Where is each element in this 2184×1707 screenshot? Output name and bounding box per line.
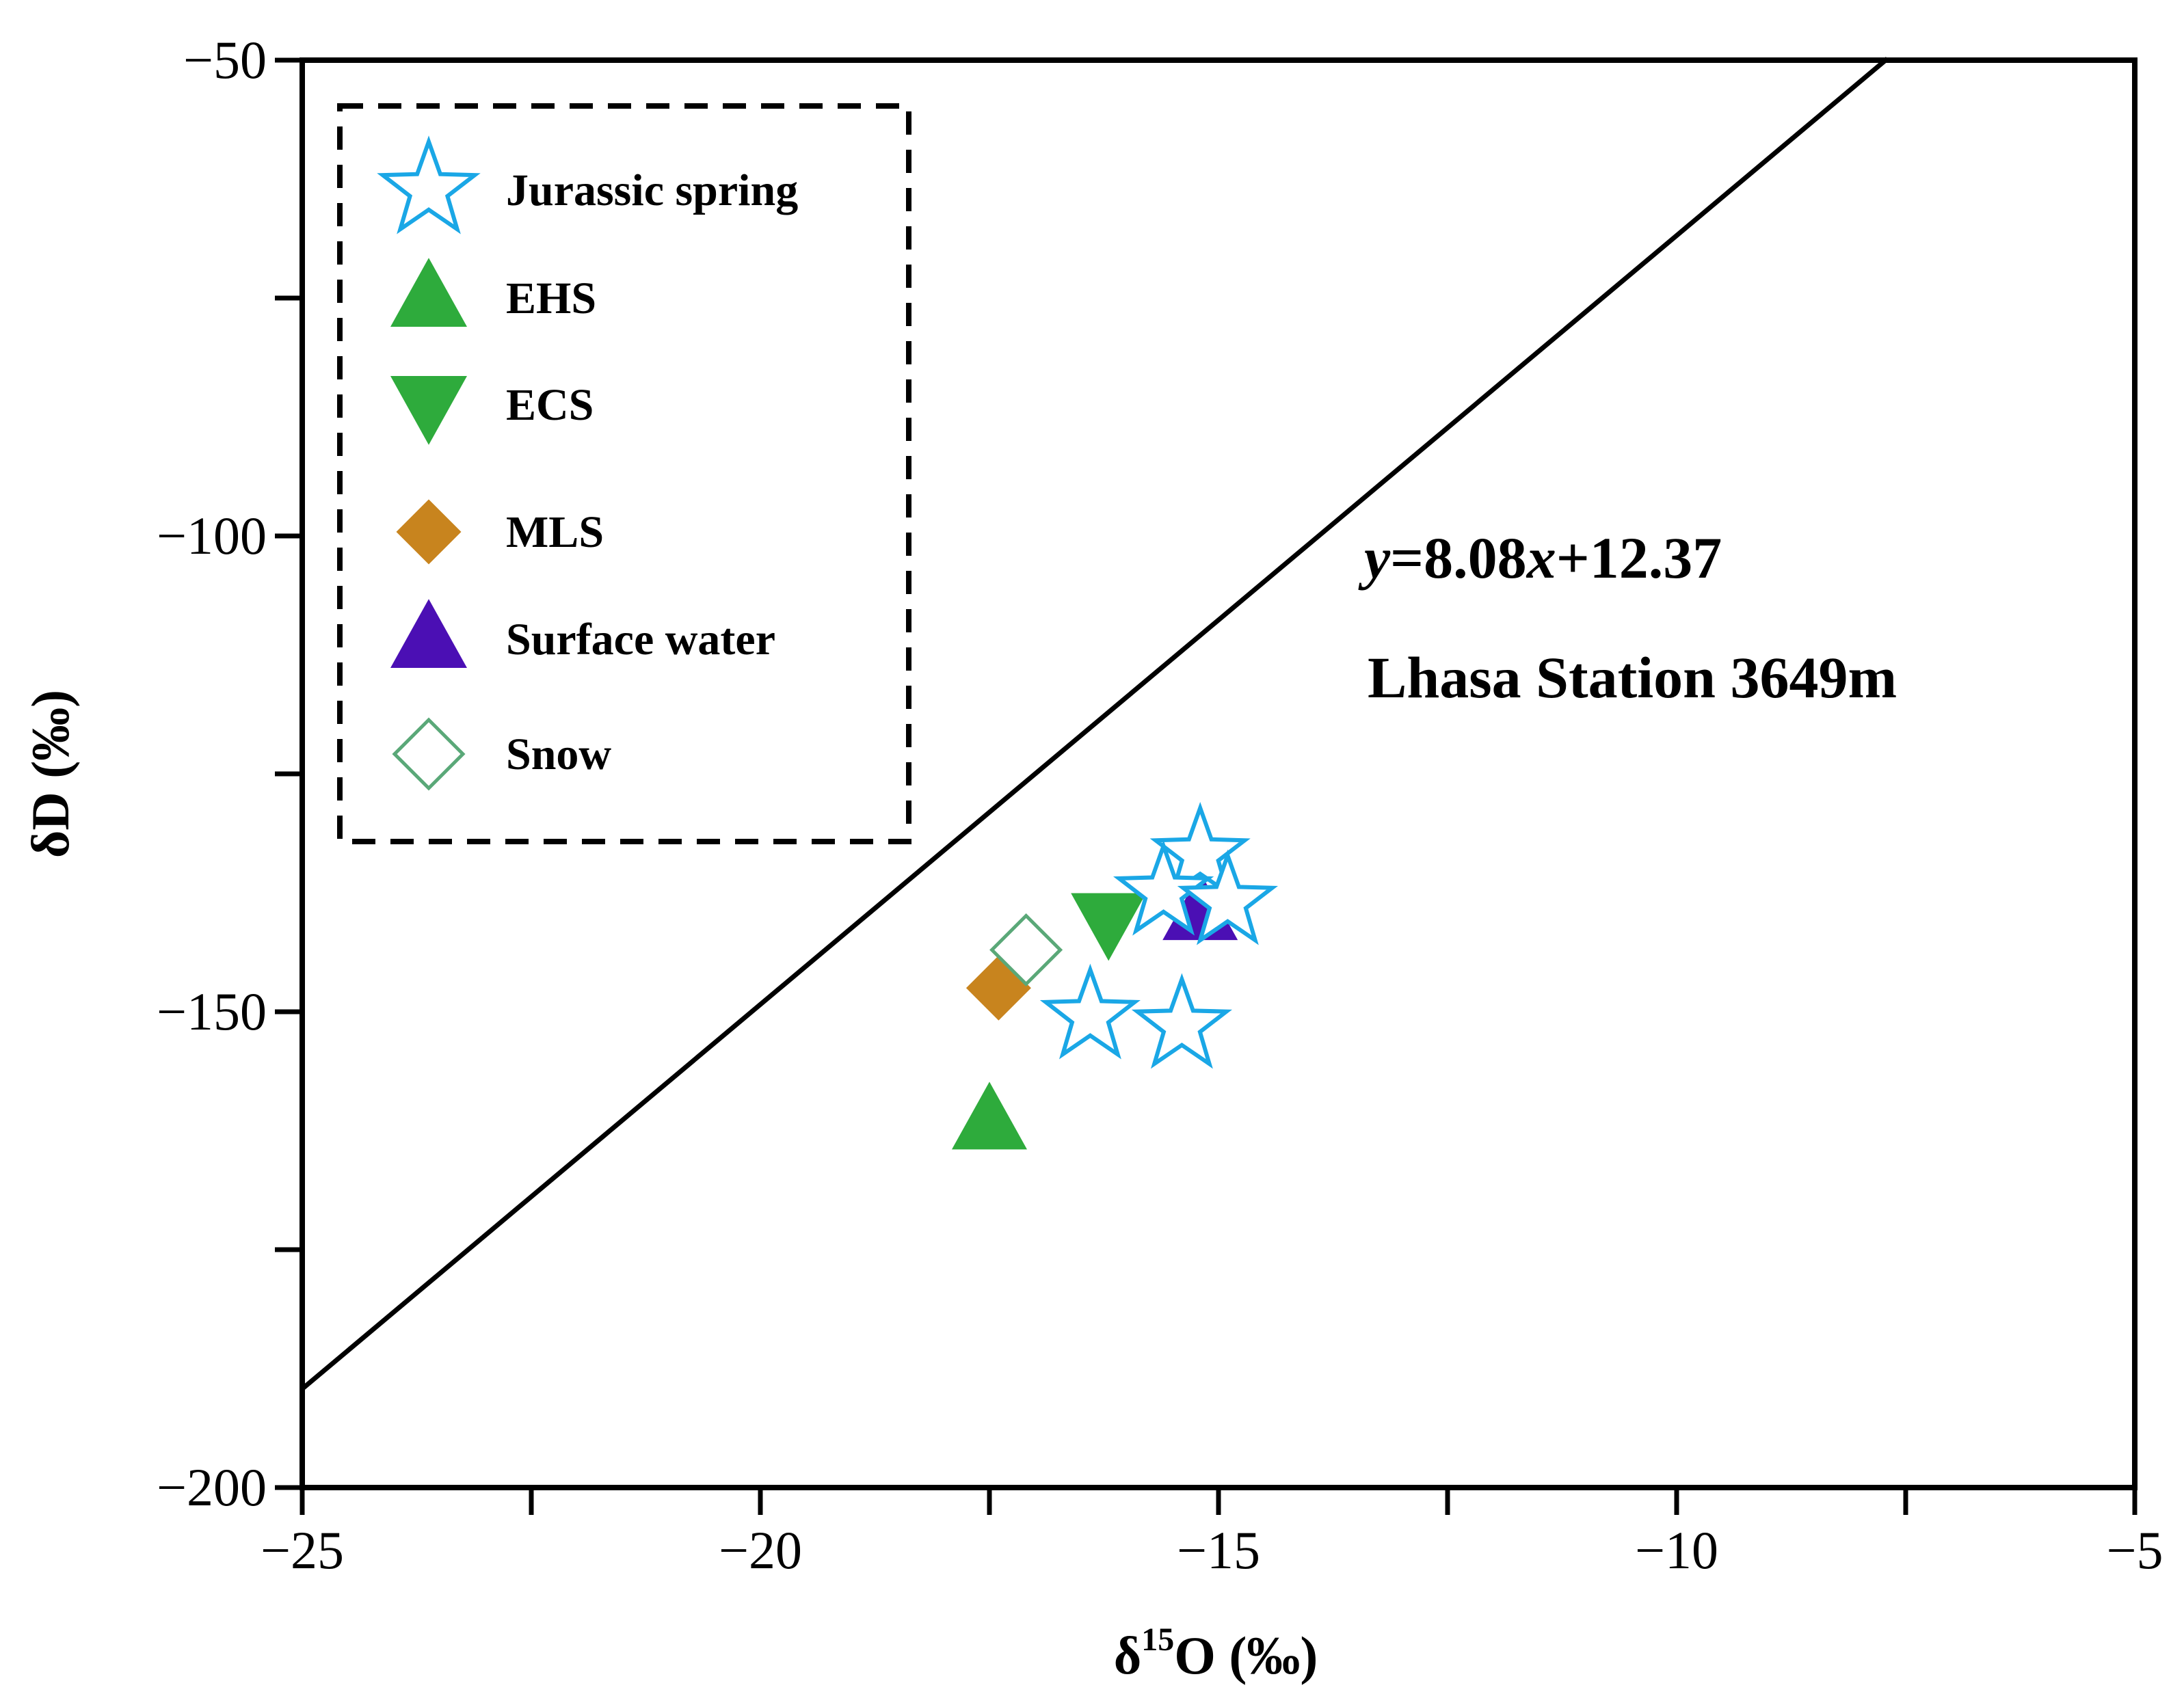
- x-tick-label: −5: [2107, 1520, 2163, 1580]
- y-axis-title: δD (‰): [21, 690, 80, 858]
- equation-intercept: +12.37: [1556, 525, 1722, 591]
- legend-label-surface-water: Surface water: [506, 615, 775, 664]
- point-snow: [989, 913, 1063, 987]
- point-jurassic-spring: [1149, 801, 1251, 898]
- x-axis-title-superscript: 15: [1141, 1622, 1174, 1658]
- legend-label-ehs: EHS: [506, 273, 596, 323]
- legend-marker-snow: [392, 717, 466, 791]
- x-axis-ticks: −25 −20 −15 −10 −5: [261, 1488, 2163, 1580]
- equation-y-var: y: [1358, 525, 1391, 591]
- point-jurassic-spring: [1039, 963, 1141, 1060]
- x-tick-label: −20: [719, 1520, 802, 1580]
- legend-marker-ecs: [390, 376, 467, 445]
- x-axis-title-suffix: O (‰): [1174, 1626, 1318, 1685]
- equation-x-var: x: [1526, 525, 1556, 591]
- legend-label-ecs: ECS: [506, 380, 594, 430]
- legend-label-snow: Snow: [506, 729, 611, 779]
- x-tick-label: −10: [1635, 1520, 1718, 1580]
- equation-slope: =8.08: [1390, 525, 1527, 591]
- y-tick-label: −50: [183, 30, 267, 90]
- y-tick-label: −150: [157, 982, 267, 1041]
- station-annotation: Lhasa Station 3649m: [1368, 645, 1897, 710]
- legend-marker-surface-water: [390, 599, 467, 668]
- point-jurassic-spring: [1113, 839, 1214, 936]
- y-tick-label: −200: [157, 1457, 267, 1517]
- legend-marker-mls: [396, 499, 462, 565]
- equation-annotation: y=8.08x+12.37: [1358, 525, 1722, 591]
- point-ehs: [952, 1081, 1027, 1150]
- legend: Jurassic spring EHS ECS MLS Surface water Sno…: [377, 135, 798, 791]
- x-tick-label: −25: [261, 1520, 344, 1580]
- point-jurassic-spring: [1177, 849, 1279, 945]
- legend-marker-ehs: [390, 258, 467, 327]
- legend-box: [337, 103, 911, 844]
- legend-label-jurassic-spring: Jurassic spring: [506, 165, 798, 215]
- x-axis-title-prefix: δ: [1114, 1626, 1142, 1685]
- point-ecs: [1071, 893, 1147, 961]
- y-tick-label: −100: [157, 506, 267, 565]
- y-axis-ticks: −200 −150 −100 −50: [157, 30, 302, 1517]
- legend-marker-jurassic-spring: [377, 135, 481, 234]
- x-axis-title: δ15O (‰): [1114, 1622, 1318, 1685]
- lmwl-line: [300, 57, 1889, 1391]
- point-jurassic-spring: [1131, 973, 1233, 1069]
- x-tick-label: −15: [1177, 1520, 1260, 1580]
- legend-label-mls: MLS: [506, 507, 604, 557]
- data-points: [952, 801, 1279, 1150]
